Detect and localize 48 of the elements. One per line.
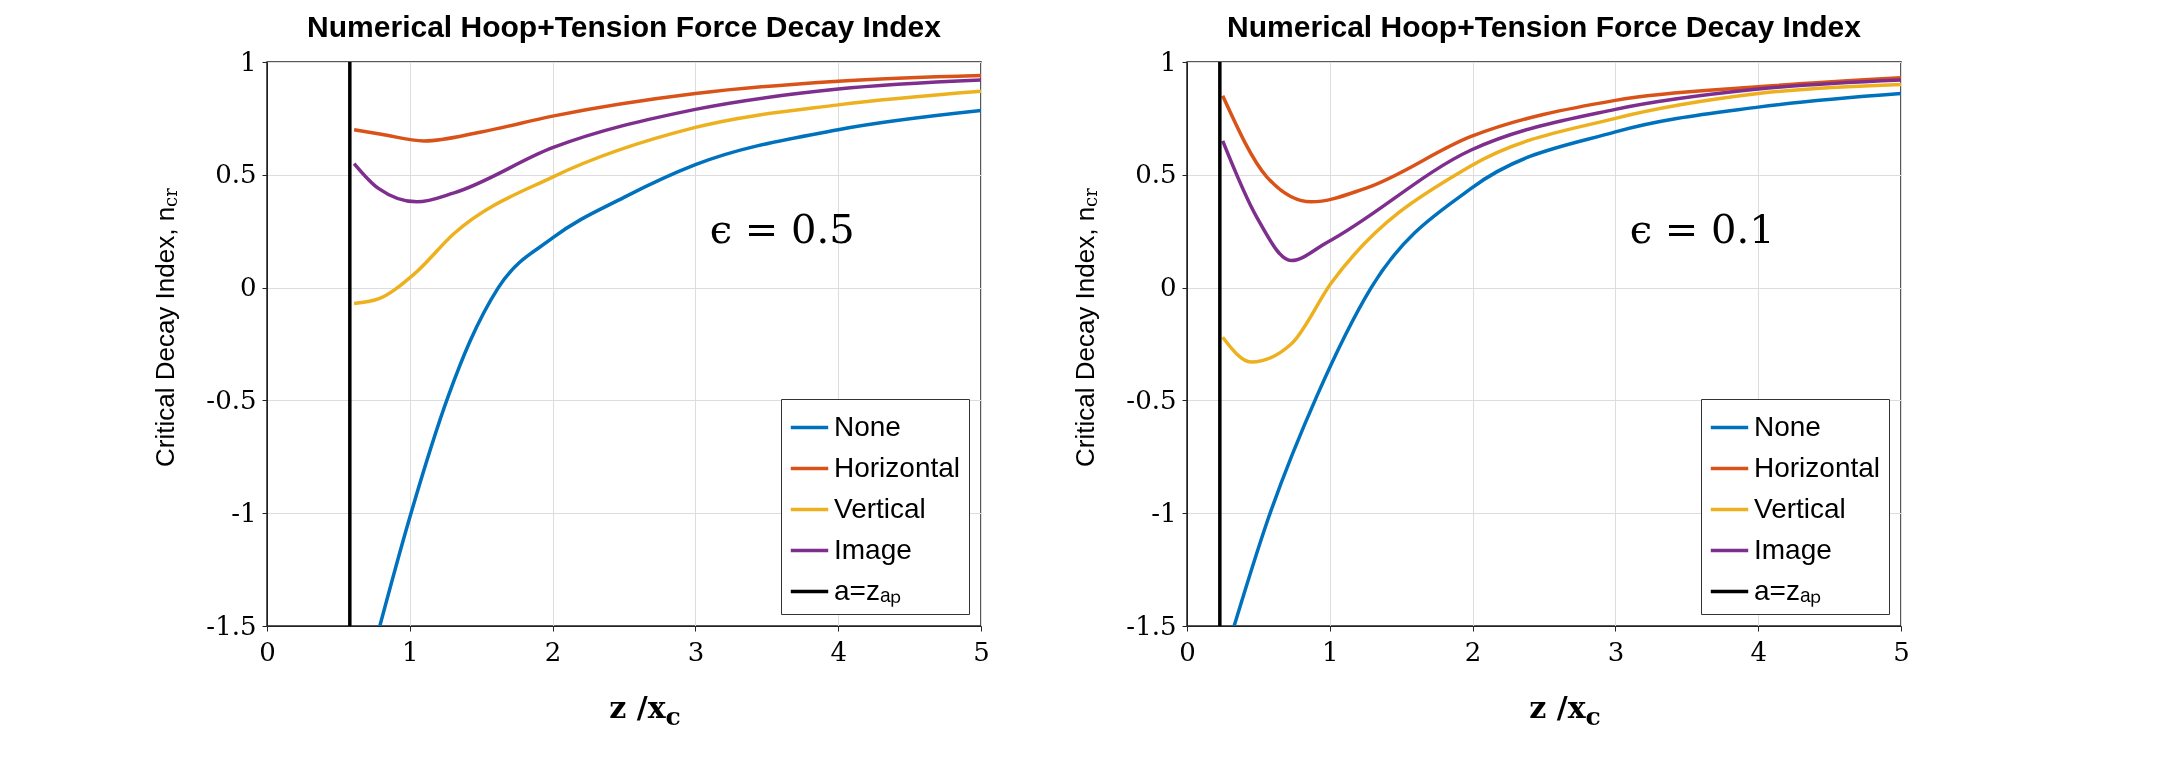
legend-label: a=zₐₚ	[834, 574, 902, 607]
line-series	[352, 78, 981, 204]
line-series	[1220, 82, 1901, 364]
y-tick-label: 1	[239, 46, 257, 77]
line-series	[1220, 78, 1901, 263]
y-tick-label: -1.5	[206, 610, 257, 641]
x-tick-label: 0	[259, 636, 276, 667]
x-axis-title: z /x$_{c}$	[1528, 690, 1602, 731]
y-tick-label: 1	[1159, 46, 1177, 77]
legend-label: None	[834, 410, 901, 442]
legend-label: a=zₐₚ	[1754, 574, 1822, 607]
y-tick-label: -1.5	[1126, 610, 1177, 641]
x-tick-label: 3	[687, 636, 705, 667]
x-tick-label: 4	[830, 636, 847, 667]
x-tick-label: 3	[1607, 636, 1625, 667]
legend-label: Image	[1754, 533, 1832, 565]
line-series	[1232, 91, 1901, 626]
x-tick-label: 2	[1464, 636, 1482, 667]
x-tick-label: 5	[973, 636, 990, 667]
x-tick-label: 1	[1322, 636, 1339, 667]
legend-label: Vertical	[834, 492, 926, 524]
annotation: ϵ = 0.5	[709, 206, 855, 253]
chart-title: Numerical Hoop+Tension Force Decay Index	[1227, 10, 1862, 43]
x-tick-label: 5	[1893, 636, 1910, 667]
line-series	[352, 89, 981, 306]
x-axis-title: z /x$_{c}$	[608, 690, 682, 731]
legend-label: Image	[834, 533, 912, 565]
y-tick-label: -1	[231, 497, 257, 528]
x-tick-label: 1	[402, 636, 419, 667]
y-tick-label: 0	[1159, 272, 1177, 303]
y-tick-label: -1	[1151, 497, 1177, 528]
line-series	[1220, 76, 1901, 204]
legend-label: Horizontal	[1754, 451, 1881, 483]
x-tick-label: 2	[544, 636, 562, 667]
y-tick-label: 0.5	[1135, 159, 1177, 190]
annotation: ϵ = 0.1	[1629, 206, 1775, 253]
y-tick-label: -0.5	[206, 384, 257, 415]
chart-title: Numerical Hoop+Tension Force Decay Index	[307, 10, 942, 43]
y-tick-label: 0.5	[215, 159, 257, 190]
line-series	[352, 73, 981, 143]
legend-label: Horizontal	[834, 451, 961, 483]
x-tick-label: 0	[1179, 636, 1196, 667]
x-tick-label: 4	[1750, 636, 1767, 667]
legend-label: Vertical	[1754, 492, 1846, 524]
y-tick-label: 0	[239, 272, 257, 303]
line-series	[378, 108, 981, 626]
legend-label: None	[1754, 410, 1821, 442]
y-tick-label: -0.5	[1126, 384, 1177, 415]
